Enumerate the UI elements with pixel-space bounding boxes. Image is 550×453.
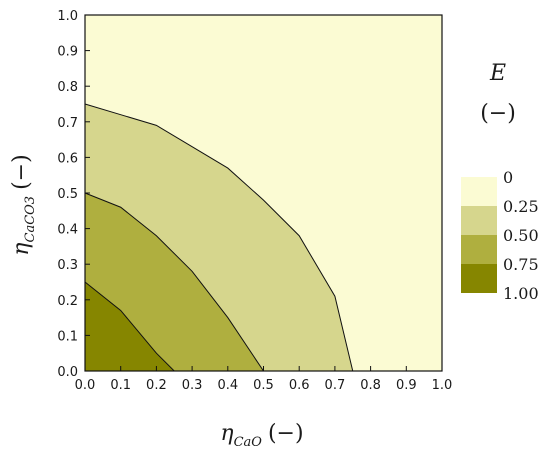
- legend-swatch: [461, 235, 497, 264]
- y-axis-subscript: CaCO3: [23, 196, 38, 243]
- x-tick-label: 0.3: [182, 378, 203, 393]
- x-axis-unit: (−): [268, 421, 304, 446]
- legend: 0 0.25 0.50 0.75 1.00: [461, 168, 539, 303]
- x-tick-label: 0.0: [75, 378, 96, 393]
- legend-title: E: [489, 61, 506, 86]
- legend-swatch: [461, 177, 497, 206]
- contour-line-0.25: [84, 103, 354, 372]
- legend-swatch: [461, 206, 497, 235]
- legend-unit: (−): [480, 101, 516, 126]
- y-axis: 0.0 0.1 0.2 0.3 0.4 0.5 0.6 0.7 0.8 0.9 1.0: [57, 9, 90, 380]
- x-tick-label: 0.7: [325, 378, 346, 393]
- x-tick-label: 0.4: [217, 378, 238, 393]
- legend-label: 0.25: [503, 197, 539, 216]
- legend-label: 1.00: [503, 284, 539, 303]
- y-tick-label: 0.9: [57, 45, 78, 60]
- y-tick-label: 0.6: [57, 151, 78, 166]
- y-tick-label: 0.0: [57, 365, 78, 380]
- x-axis: 0.0 0.1 0.2 0.3 0.4 0.5 0.6 0.7 0.8 0.9 1.0: [75, 366, 453, 393]
- x-axis-title: ηCaO (−): [220, 421, 303, 450]
- contour-lines: [84, 103, 354, 372]
- x-tick-label: 0.6: [289, 378, 310, 393]
- contour-line-0.75: [84, 281, 175, 372]
- y-axis-title: ηCaCO3 (−): [9, 154, 38, 255]
- x-axis-subscript: CaO: [234, 435, 263, 450]
- y-tick-label: 0.8: [57, 80, 78, 95]
- x-axis-symbol: η: [220, 421, 233, 446]
- x-tick-label: 0.9: [396, 378, 417, 393]
- legend-label: 0: [503, 168, 513, 187]
- contour-line-0.50: [84, 192, 264, 372]
- band-0.75: [85, 282, 175, 371]
- legend-swatch: [461, 264, 497, 293]
- y-axis-symbol: η: [9, 243, 34, 256]
- y-tick-label: 0.1: [57, 329, 78, 344]
- y-tick-label: 0.2: [57, 294, 78, 309]
- legend-label: 0.75: [503, 255, 539, 274]
- x-tick-label: 0.8: [360, 378, 381, 393]
- y-tick-label: 1.0: [57, 9, 78, 24]
- plot-area: [85, 15, 442, 371]
- y-axis-unit: (−): [9, 154, 34, 190]
- y-tick-label: 0.5: [57, 187, 78, 202]
- legend-label: 0.50: [503, 226, 539, 245]
- y-tick-label: 0.3: [57, 258, 78, 273]
- x-tick-label: 1.0: [432, 378, 453, 393]
- x-tick-label: 0.1: [110, 378, 131, 393]
- x-tick-label: 0.2: [146, 378, 167, 393]
- y-tick-label: 0.7: [57, 116, 78, 131]
- x-tick-label: 0.5: [253, 378, 274, 393]
- y-tick-label: 0.4: [57, 223, 78, 238]
